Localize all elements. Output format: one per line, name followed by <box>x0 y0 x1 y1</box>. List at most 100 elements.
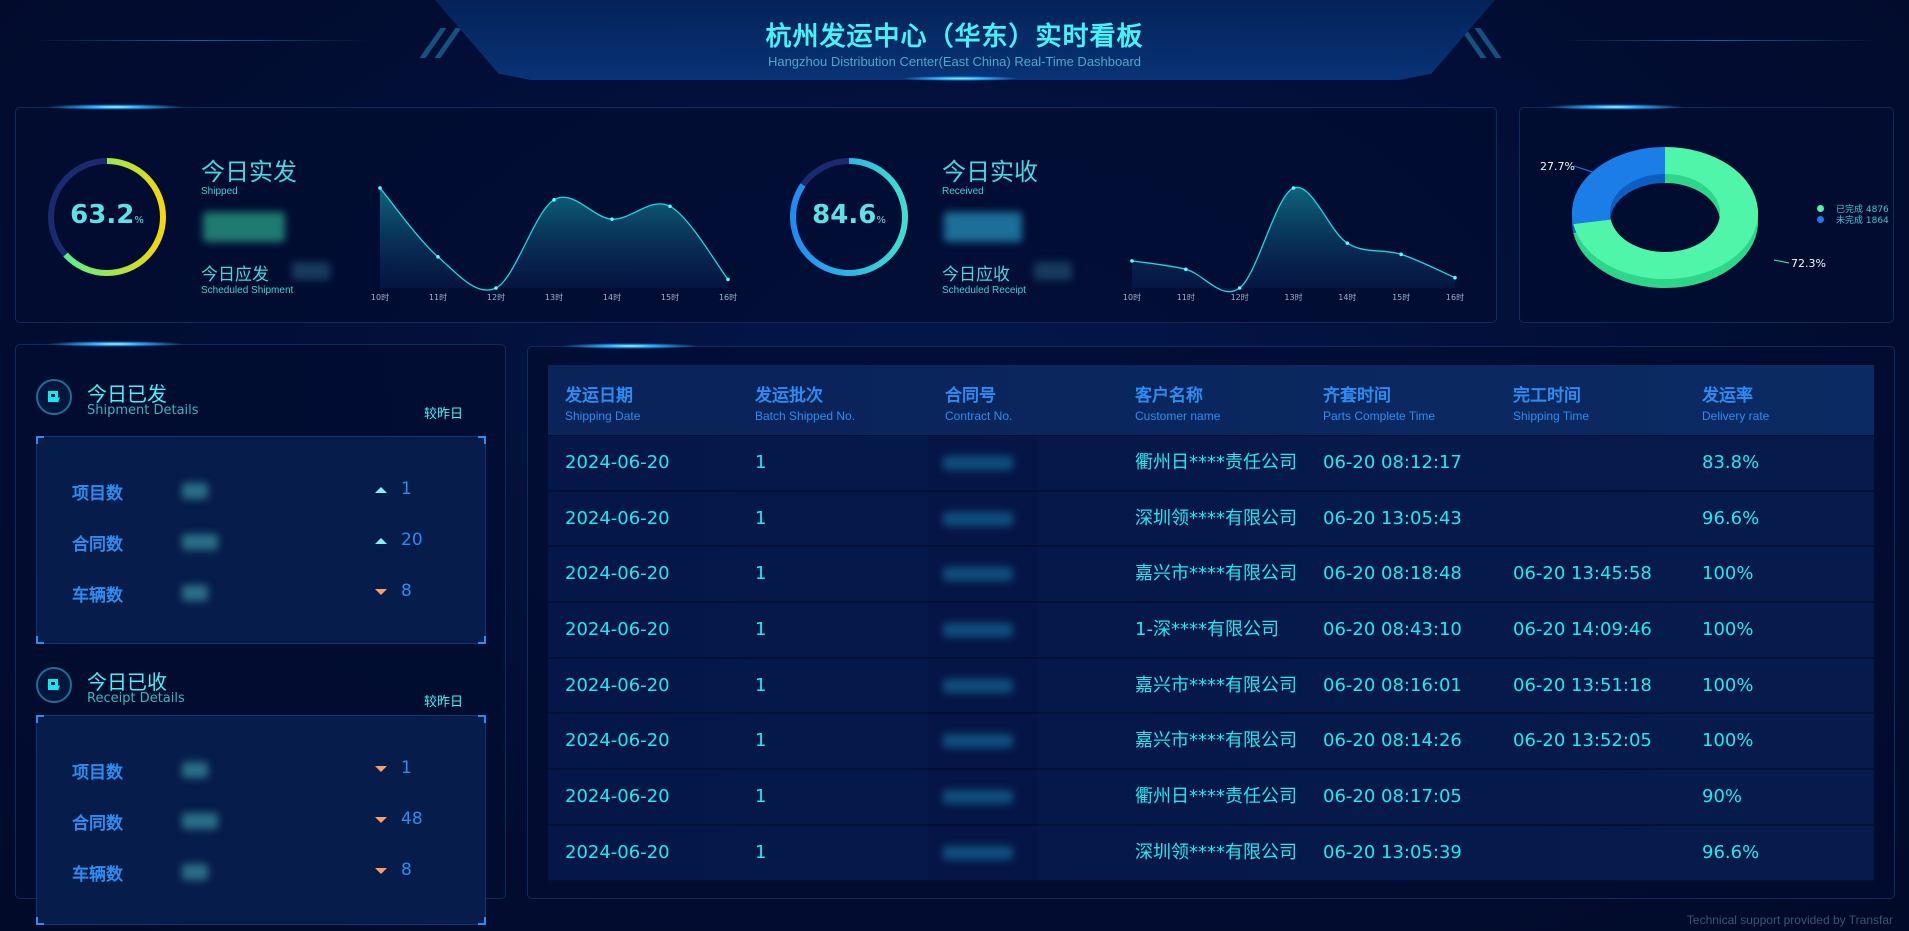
column-header: 合同号 Contract No. <box>945 381 1012 423</box>
table-cell: 1 <box>755 452 767 473</box>
table-cell: 嘉兴市****有限公司 <box>1135 730 1297 752</box>
shipment-table: 发运日期 Shipping Date 发运批次 Batch Shipped No. 合同… <box>548 365 1874 882</box>
table-row[interactable]: 2024-06-20 1 嘉兴市****有限公司 06-20 08:14:26 06-2… <box>548 714 1874 771</box>
table-row[interactable]: 2024-06-20 1 深圳领****有限公司 06-20 13:05:39 96.6… <box>548 825 1874 882</box>
table-cell: 嘉兴市****有限公司 <box>1135 674 1297 696</box>
chart-point[interactable] <box>726 277 730 282</box>
scheduled-receipt-en: Scheduled Receipt <box>942 285 1026 296</box>
chart-point[interactable] <box>1453 275 1457 280</box>
header-deco-line-right <box>1560 40 1880 41</box>
metric-value-blurred <box>182 813 218 829</box>
receipt_details-title-en: Receipt Details <box>87 691 185 706</box>
table-row[interactable]: 2024-06-20 1 深圳领****有限公司 06-20 13:05:43 96.6… <box>548 491 1874 548</box>
chart-area <box>1132 187 1455 292</box>
table-cell: 2024-06-20 <box>565 563 670 585</box>
x-tick-label: 12时 <box>487 292 505 302</box>
box-corner <box>478 917 486 925</box>
x-tick-label: 15时 <box>1392 292 1410 302</box>
donut-slice[interactable] <box>1573 146 1758 280</box>
details-box <box>36 715 486 925</box>
header-banner <box>435 0 1495 80</box>
chart-point[interactable] <box>610 217 614 221</box>
compare-yesterday-label: 较昨日 <box>424 407 464 422</box>
chart-point[interactable] <box>1345 241 1350 245</box>
column-header: 客户名称 Customer name <box>1135 381 1220 423</box>
table-cell: 2024-06-20 <box>565 730 670 752</box>
gauge-unit: % <box>876 215 886 226</box>
chart-point[interactable] <box>436 255 440 259</box>
page-subtitle: Hangzhou Distribution Center(East China)… <box>767 54 1142 69</box>
metric-delta: 1 <box>401 758 412 778</box>
header-glow <box>900 76 1020 81</box>
metric-label: 合同数 <box>72 535 123 555</box>
table-cell: 2024-06-20 <box>565 786 670 808</box>
column-header-en: Customer name <box>1135 409 1221 423</box>
chart-point[interactable] <box>378 186 382 190</box>
chart-area <box>380 188 728 291</box>
trend-down-icon <box>375 868 387 874</box>
table-cell: 06-20 08:43:10 <box>1323 619 1462 641</box>
chart-point[interactable] <box>1237 286 1242 290</box>
metric-value-blurred <box>182 864 208 880</box>
chart-point[interactable] <box>1399 252 1403 257</box>
footer-credit: Technical support provided by Transfar <box>1686 913 1893 927</box>
x-tick-label: 16时 <box>719 292 737 302</box>
chart-point[interactable] <box>494 286 498 290</box>
table-cell: 深圳领****有限公司 <box>1135 507 1297 529</box>
column-header: 发运批次 Batch Shipped No. <box>755 381 855 423</box>
x-tick-label: 10时 <box>371 292 389 302</box>
table-row[interactable]: 2024-06-20 1 嘉兴市****有限公司 06-20 08:16:01 06-2… <box>548 658 1874 715</box>
shipped-hourly-chart: 10时 11时 12时 13时 14时 15时 16时 <box>371 186 737 302</box>
donut-slice[interactable] <box>1572 146 1665 224</box>
column-header-cn: 齐套时间 <box>1323 386 1391 406</box>
table-cell: 06-20 08:17:05 <box>1323 786 1462 808</box>
chart-point[interactable] <box>1130 259 1134 263</box>
column-header-cn: 发运批次 <box>755 386 823 406</box>
slice-label: 72.3% <box>1791 257 1826 270</box>
scheduled-receipt-label: 今日应收 <box>942 265 1010 285</box>
table-cell: 06-20 14:09:46 <box>1513 619 1652 641</box>
trend-up-icon <box>375 487 387 493</box>
completion-donut-chart: 72.3% 27.7% <box>1540 146 1826 289</box>
metric-delta: 48 <box>401 809 423 829</box>
gauge-progress-arc <box>48 158 166 276</box>
received-gauge <box>790 158 908 276</box>
contract-no-blurred <box>943 567 1013 582</box>
details-box <box>36 436 486 644</box>
table-row[interactable]: 2024-06-20 1 嘉兴市****有限公司 06-20 08:18:48 06-2… <box>548 547 1874 604</box>
column-header-en: Delivery rate <box>1702 409 1770 423</box>
table-cell: 1 <box>755 563 767 585</box>
receipt-hand-icon <box>36 667 72 703</box>
chart-point[interactable] <box>668 204 672 209</box>
chart-point[interactable] <box>552 198 556 202</box>
table-cell: 1 <box>755 841 767 863</box>
contract-no-blurred <box>943 790 1013 805</box>
panel-glow <box>1545 104 1685 110</box>
x-tick-label: 13时 <box>545 292 563 302</box>
scheduled-shipment-blurred <box>292 262 330 280</box>
box-corner <box>36 636 44 644</box>
legend-label: 未完成 1864 <box>1836 216 1889 226</box>
x-tick-label: 13时 <box>1284 292 1302 302</box>
panel-glow <box>560 343 700 349</box>
chart-point[interactable] <box>1291 186 1296 190</box>
contract-no-blurred <box>943 456 1013 470</box>
table-cell: 100% <box>1702 730 1754 752</box>
table-cell: 83.8% <box>1702 452 1760 473</box>
metric-value-blurred <box>182 762 208 778</box>
table-cell: 2024-06-20 <box>565 674 670 696</box>
table-body: 2024-06-20 1 衢州日****责任公司 06-20 08:12:17 83.8… <box>548 436 1874 882</box>
table-row[interactable]: 2024-06-20 1 1-深****有限公司 06-20 08:43:10 06-2… <box>548 603 1874 659</box>
contract-no-blurred <box>943 511 1013 526</box>
table-cell: 1 <box>755 730 767 752</box>
legend-label: 已完成 4876 <box>1836 205 1889 215</box>
shipment_details-title: 今日已发 <box>87 382 167 406</box>
chart-point[interactable] <box>1184 267 1188 272</box>
column-header-cn: 合同号 <box>945 386 996 406</box>
table-cell: 06-20 08:12:17 <box>1323 452 1462 473</box>
table-row[interactable]: 2024-06-20 1 衢州日****责任公司 06-20 08:12:17 83.8… <box>548 436 1874 492</box>
table-row[interactable]: 2024-06-20 1 衢州日****责任公司 06-20 08:17:05 90% <box>548 770 1874 826</box>
legend-item-completed: 已完成 4876 <box>1817 203 1889 215</box>
table-cell: 06-20 08:14:26 <box>1323 730 1462 752</box>
column-header: 齐套时间 Parts Complete Time <box>1323 381 1435 423</box>
